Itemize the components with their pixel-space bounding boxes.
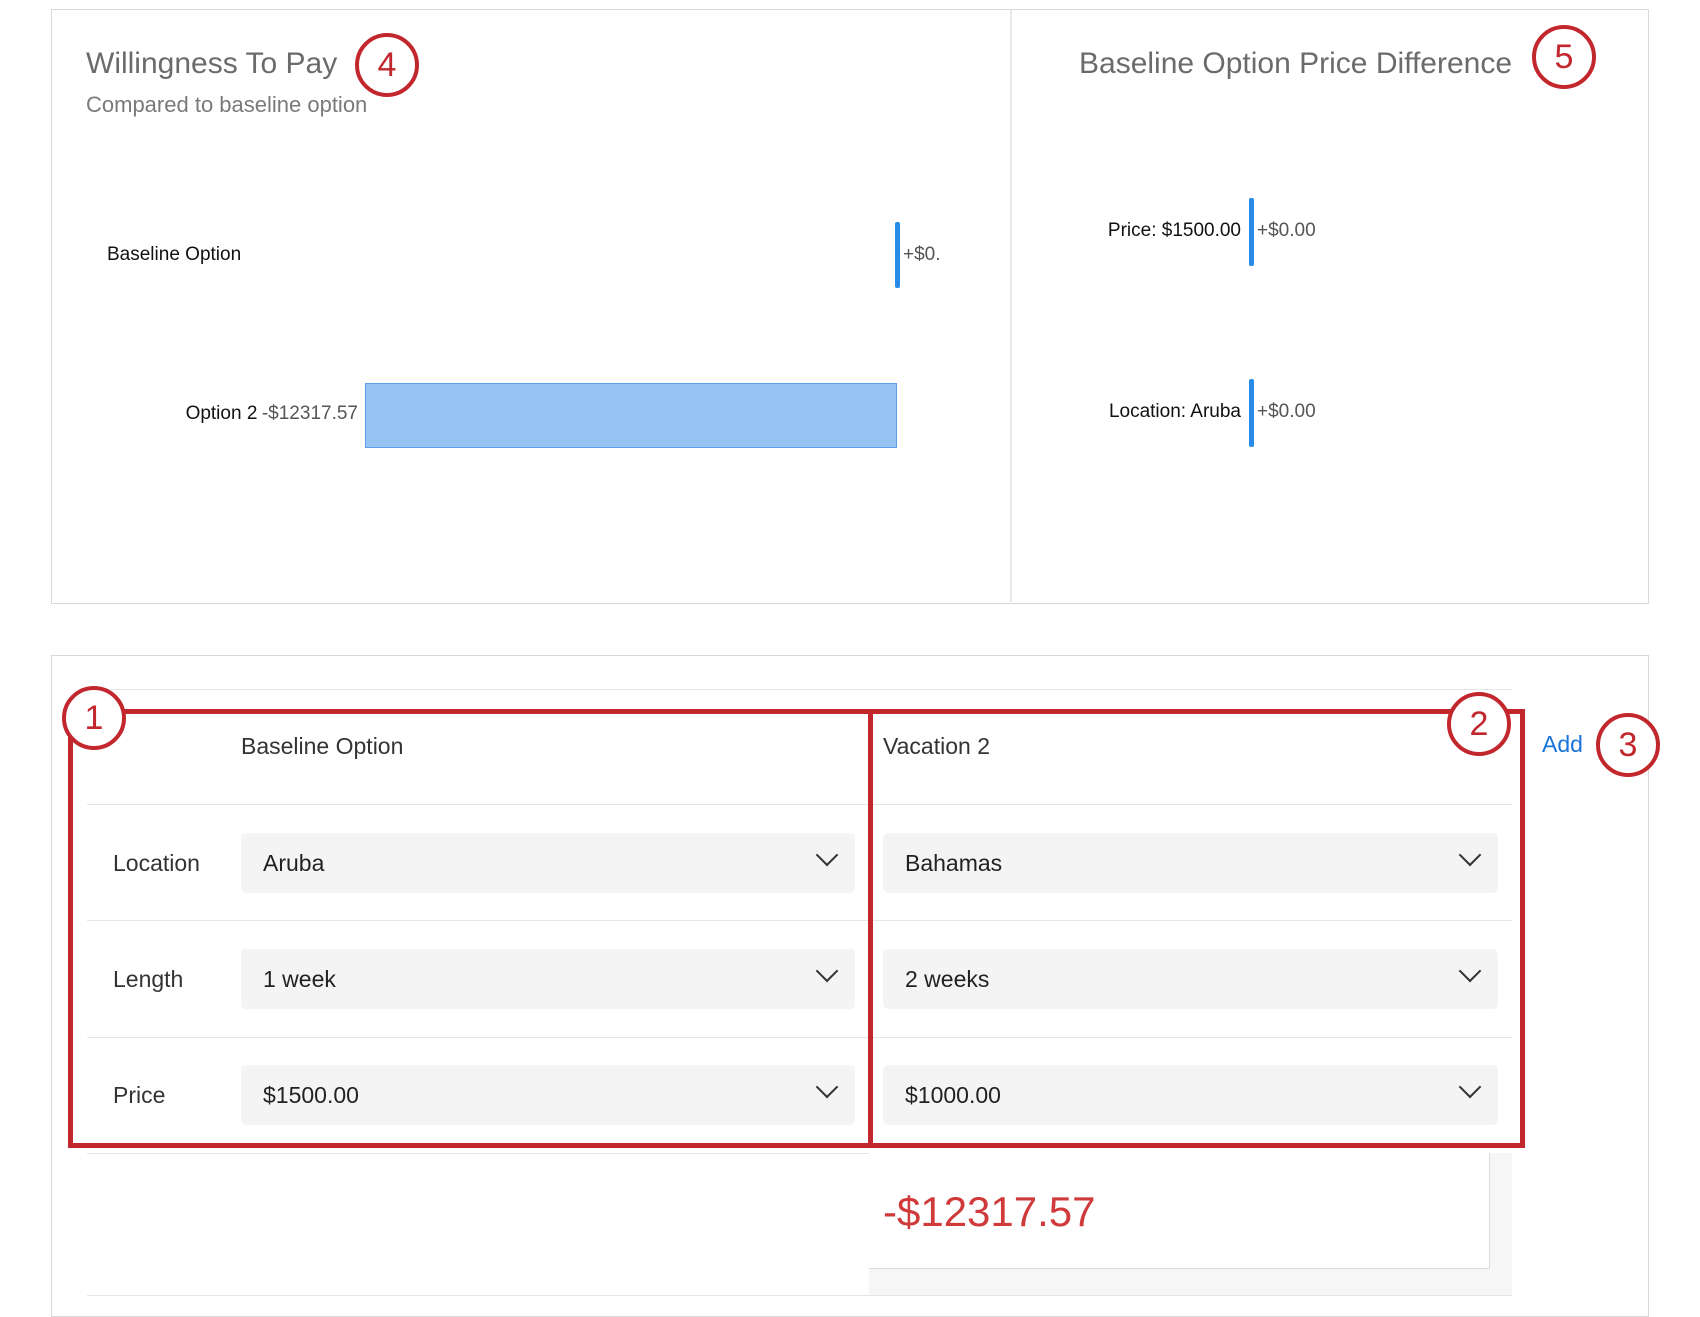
select-value: Aruba — [263, 849, 325, 876]
callout-3: 3 — [1596, 713, 1660, 777]
row-divider — [87, 804, 1512, 805]
callout-1: 1 — [62, 686, 126, 750]
diff-title: Baseline Option Price Difference — [1079, 47, 1513, 80]
wtp-subtitle: Compared to baseline option — [86, 92, 368, 117]
column-header-vacation2: Vacation 2 — [883, 733, 990, 759]
result-box — [869, 1153, 1490, 1269]
price-select-vacation2[interactable]: $1000.00 — [883, 1065, 1498, 1125]
price-select-baseline[interactable]: $1500.00 — [241, 1065, 855, 1125]
annotation-box-2 — [868, 709, 1525, 1148]
bar-value-option2: -$12317.57 — [261, 403, 358, 424]
divider — [87, 1295, 1512, 1296]
panel-divider — [1010, 10, 1012, 602]
divider — [87, 689, 1512, 690]
diff-label-location: Location: Aruba — [1108, 401, 1241, 422]
location-select-vacation2[interactable]: Bahamas — [883, 833, 1498, 893]
row-label-location: Location — [113, 850, 200, 876]
annotation-box-1 — [68, 709, 873, 1148]
bar-label-baseline: Baseline Option — [107, 244, 242, 265]
callout-2: 2 — [1447, 692, 1511, 756]
diff-value-location: +$0.00 — [1257, 401, 1316, 422]
wtp-title: Willingness To Pay — [86, 47, 338, 80]
row-label-price: Price — [113, 1082, 166, 1108]
row-divider — [87, 1037, 1512, 1038]
bar-value-baseline: +$0. — [903, 244, 941, 265]
length-select-vacation2[interactable]: 2 weeks — [883, 949, 1498, 1009]
result-value: -$12317.57 — [883, 1188, 1096, 1235]
row-label-length: Length — [113, 966, 184, 992]
bar-option2 — [365, 383, 897, 448]
bar-baseline-zero — [895, 222, 900, 288]
location-select-baseline[interactable]: Aruba — [241, 833, 855, 893]
diff-label-price: Price: $1500.00 — [1107, 220, 1241, 241]
select-value: $1000.00 — [905, 1081, 1001, 1108]
select-value: $1500.00 — [263, 1081, 359, 1108]
diff-value-price: +$0.00 — [1257, 220, 1316, 241]
row-divider — [87, 920, 1512, 921]
diff-bar-location — [1249, 379, 1254, 447]
length-select-baseline[interactable]: 1 week — [241, 949, 855, 1009]
select-value: 2 weeks — [905, 965, 990, 992]
select-value: 1 week — [263, 965, 336, 992]
callout-5: 5 — [1532, 25, 1596, 89]
diff-bar-price — [1249, 198, 1254, 266]
row-divider — [87, 1153, 1512, 1154]
bar-label-option2: Option 2 — [185, 403, 258, 424]
bar-label-option2-wrap: Option 2 -$12317.57 — [186, 403, 358, 425]
callout-4: 4 — [355, 33, 419, 97]
charts-panel — [51, 9, 1649, 604]
add-option-link[interactable]: Add — [1542, 731, 1583, 757]
select-value: Bahamas — [905, 849, 1003, 876]
column-header-baseline: Baseline Option — [241, 733, 404, 759]
